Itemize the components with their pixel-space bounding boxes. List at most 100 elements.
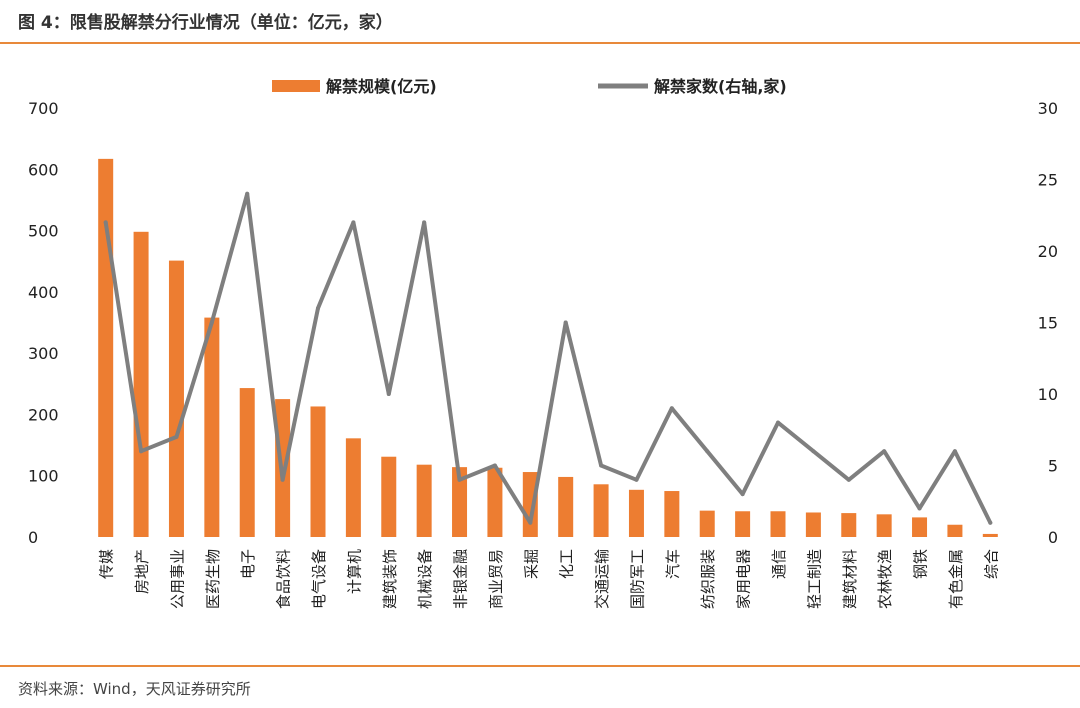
line-point <box>280 477 285 482</box>
line-point <box>599 463 604 468</box>
legend-bar-label: 解禁规模(亿元) <box>326 77 437 96</box>
category-label: 交通运输 <box>593 549 611 609</box>
bar <box>310 406 326 537</box>
line-point <box>422 220 427 225</box>
left-axis: 0 100 200 300 400 500 600 700 <box>28 99 59 547</box>
bar <box>452 467 468 537</box>
category-label: 农林牧渔 <box>876 549 894 609</box>
bars <box>98 158 998 538</box>
bar <box>416 464 432 537</box>
bar <box>805 512 821 537</box>
left-axis-tick-label: 100 <box>28 467 59 486</box>
bar <box>593 484 609 537</box>
category-label: 国防军工 <box>628 549 646 609</box>
line-point <box>634 477 639 482</box>
legend-line-label: 解禁家数(右轴,家) <box>654 77 787 96</box>
line-point <box>740 492 745 497</box>
bottom-divider <box>0 665 1080 667</box>
category-label: 轻工制造 <box>805 549 823 609</box>
line-point <box>952 449 957 454</box>
line-point <box>705 449 710 454</box>
category-label: 建筑装饰 <box>381 549 399 609</box>
line-point <box>457 477 462 482</box>
category-label: 电子 <box>239 549 257 579</box>
line-point <box>669 406 674 411</box>
line-point <box>174 434 179 439</box>
category-label: 综合 <box>982 549 1000 579</box>
bar <box>628 489 644 537</box>
right-axis-tick-label: 5 <box>1048 457 1058 476</box>
right-axis-tick-label: 10 <box>1038 385 1058 404</box>
category-label: 机械设备 <box>416 549 434 609</box>
line-point <box>103 220 108 225</box>
line-point <box>245 191 250 196</box>
left-axis-tick-label: 600 <box>28 160 59 179</box>
category-label: 钢铁 <box>912 549 930 579</box>
bar <box>982 533 998 537</box>
category-label: 家用电器 <box>735 549 753 609</box>
line-point <box>139 449 144 454</box>
bar <box>522 472 538 537</box>
right-axis-tick-label: 30 <box>1038 99 1058 118</box>
chart: 解禁规模(亿元) 解禁家数(右轴,家) 01002003004005006007… <box>28 77 1058 609</box>
line-path <box>103 191 993 525</box>
left-axis-tick-label: 200 <box>28 405 59 424</box>
figure-title: 图 4：限售股解禁分行业情况（单位：亿元，家） <box>18 13 393 33</box>
category-labels: 传媒 房地产 公用事业 医药生物 电子 食品饮料 电气设备 计算机 建筑装饰 机械设备 非银金融 商业… <box>98 549 1001 609</box>
category-label: 商业贸易 <box>487 549 505 609</box>
category-label: 电气设备 <box>310 549 328 609</box>
category-label: 计算机 <box>345 549 363 594</box>
category-label: 房地产 <box>133 549 151 594</box>
line-point <box>316 306 320 311</box>
source-note: 资料来源：Wind，天风证券研究所 <box>18 680 251 698</box>
bar <box>98 158 114 538</box>
right-axis-tick-label: 0 <box>1048 528 1058 547</box>
line-point <box>988 520 993 525</box>
right-axis-tick-label: 25 <box>1038 171 1058 190</box>
right-axis-tick-label: 15 <box>1038 314 1058 333</box>
bar <box>381 456 397 537</box>
right-axis-tick-label: 20 <box>1038 242 1058 261</box>
line-point <box>917 506 922 511</box>
legend: 解禁规模(亿元) 解禁家数(右轴,家) <box>272 77 787 96</box>
bar <box>345 438 361 537</box>
line-point <box>209 320 214 325</box>
bar <box>204 317 220 537</box>
line-point <box>528 520 533 525</box>
category-label: 汽车 <box>664 549 682 579</box>
category-label: 通信 <box>770 549 788 579</box>
right-axis: 0 5 10 15 20 25 30 <box>1038 99 1058 547</box>
category-label: 非银金融 <box>452 549 470 609</box>
left-axis-tick-label: 700 <box>28 99 59 118</box>
bar <box>133 231 149 537</box>
line-point <box>492 463 497 468</box>
line-point <box>811 449 816 454</box>
legend-bar-swatch <box>272 80 320 92</box>
left-axis-tick-label: 300 <box>28 344 59 363</box>
left-axis-tick-label: 0 <box>28 528 38 547</box>
line-point <box>386 392 391 396</box>
line-point <box>351 220 356 225</box>
category-label: 食品饮料 <box>275 549 293 609</box>
bar <box>841 513 857 537</box>
bar <box>168 260 184 537</box>
bar <box>947 524 963 537</box>
bar <box>699 510 715 537</box>
left-axis-tick-label: 500 <box>28 222 59 241</box>
category-label: 传媒 <box>98 549 116 579</box>
bar <box>558 476 574 537</box>
category-label: 化工 <box>558 549 576 579</box>
bar <box>239 388 255 537</box>
line-point <box>846 477 851 482</box>
top-divider <box>0 42 1080 44</box>
line-series <box>103 191 993 525</box>
bar <box>664 491 680 537</box>
category-label: 医药生物 <box>204 549 222 609</box>
category-label: 建筑材料 <box>841 549 859 609</box>
left-axis-tick-label: 400 <box>28 283 59 302</box>
bar <box>876 514 892 537</box>
category-label: 纺织服装 <box>699 549 717 609</box>
line-point <box>882 449 887 454</box>
line-point <box>776 420 780 425</box>
line-point <box>563 320 568 325</box>
